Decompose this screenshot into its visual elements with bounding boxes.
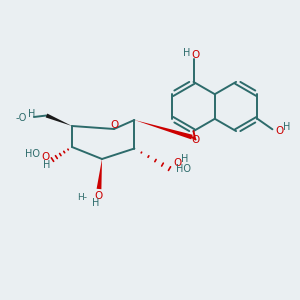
Text: O: O xyxy=(94,191,103,201)
Text: O: O xyxy=(110,120,119,130)
Text: H: H xyxy=(283,122,291,132)
Text: HO: HO xyxy=(26,148,40,159)
Polygon shape xyxy=(46,114,72,126)
Polygon shape xyxy=(134,120,193,140)
Text: O: O xyxy=(41,152,50,162)
Text: O: O xyxy=(192,50,200,60)
Text: H: H xyxy=(182,154,189,164)
Text: H: H xyxy=(183,48,190,59)
Text: H: H xyxy=(92,198,100,208)
Text: HO: HO xyxy=(176,164,191,174)
Text: H: H xyxy=(28,109,35,119)
Text: O: O xyxy=(173,158,182,168)
Text: H: H xyxy=(43,160,50,170)
Polygon shape xyxy=(97,159,102,189)
Text: O: O xyxy=(275,126,284,136)
Text: -O: -O xyxy=(16,112,27,123)
Text: H-: H- xyxy=(77,193,87,202)
Text: O: O xyxy=(191,135,199,145)
